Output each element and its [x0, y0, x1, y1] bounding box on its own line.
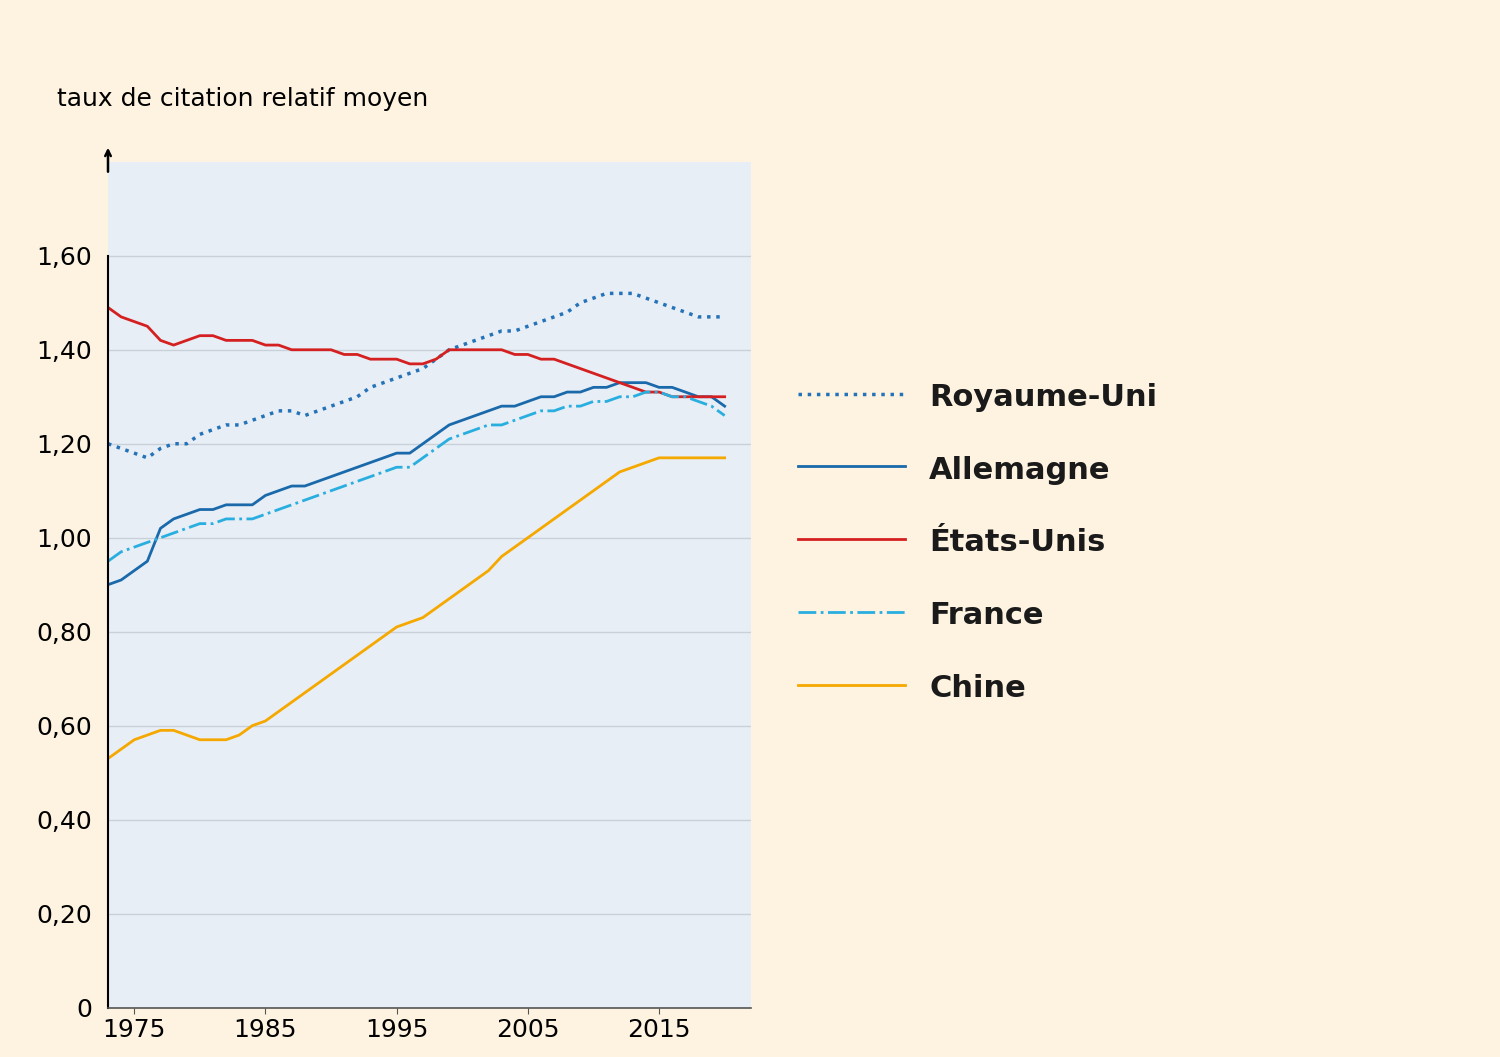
- Legend: Royaume-Uni, Allemagne, États-Unis, France, Chine: Royaume-Uni, Allemagne, États-Unis, Fran…: [786, 369, 1170, 716]
- Text: taux de citation relatif moyen: taux de citation relatif moyen: [57, 87, 427, 111]
